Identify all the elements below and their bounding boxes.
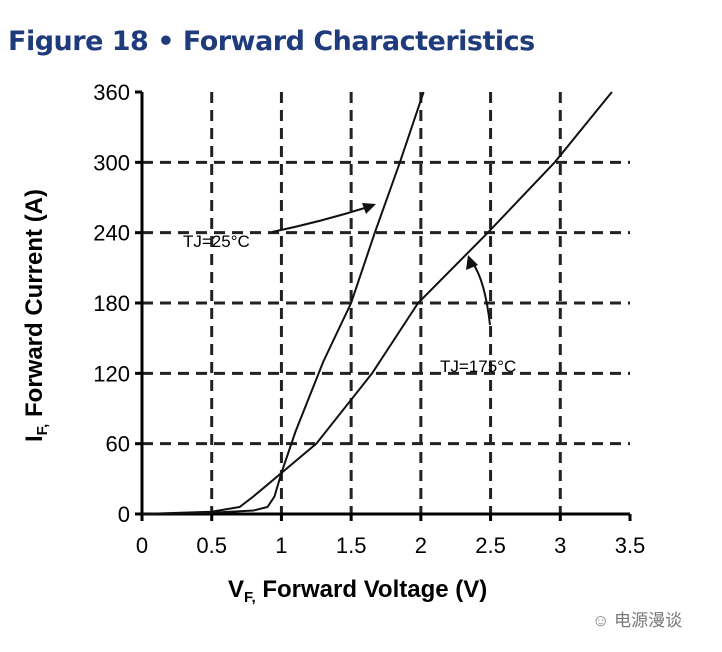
watermark: ☺ 电源漫谈 (592, 611, 683, 630)
y-tick-label: 120 (93, 361, 130, 386)
y-tick-label: 300 (93, 150, 130, 175)
x-tick-label: 0 (136, 533, 148, 558)
annotation-tj25: TJ=25°C (183, 232, 250, 251)
y-tick-label: 0 (118, 502, 130, 527)
series-line-tj175 (141, 91, 613, 515)
annotation-arrow-tj25 (271, 206, 369, 233)
x-tick-label: 3.5 (615, 533, 646, 558)
y-tick-label: 60 (106, 432, 130, 457)
chart-title: Figure 18 • Forward Characteristics (8, 26, 535, 57)
annotation-arrow-tj175 (471, 261, 491, 326)
wechat-icon: ☺ (592, 611, 615, 630)
x-tick-label: 1 (275, 533, 287, 558)
y-tick-label: 240 (93, 221, 130, 246)
y-tick-label: 360 (93, 80, 130, 105)
series-line-tj25 (141, 91, 425, 515)
x-tick-label: 2 (415, 533, 427, 558)
x-tick-label: 2.5 (475, 533, 506, 558)
x-tick-label: 1.5 (336, 533, 367, 558)
arrowhead-icon (466, 255, 478, 270)
y-axis-label: IF, Forward Current (A) (21, 189, 51, 442)
y-tick-label: 180 (93, 291, 130, 316)
x-tick-label: 3 (554, 533, 566, 558)
arrowhead-icon (362, 203, 376, 214)
x-axis-label: VF, Forward Voltage (V) (228, 576, 487, 606)
annotation-tj175: TJ=175°C (440, 357, 516, 376)
x-tick-label: 0.5 (196, 533, 227, 558)
